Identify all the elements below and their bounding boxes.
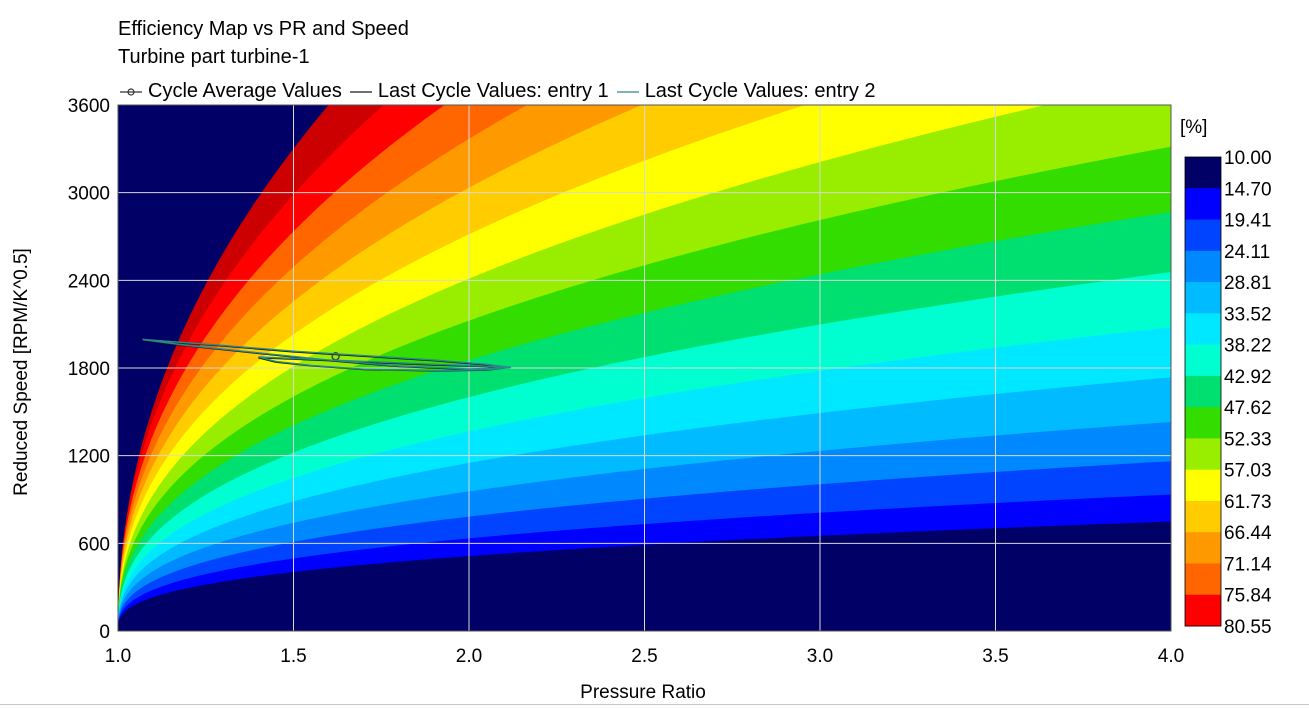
- colorbar-level-0: 10.00: [1224, 148, 1272, 169]
- legend-label-entry-1: Last Cycle Values: entry 1: [377, 80, 609, 102]
- colorbar-level-11: 61.73: [1224, 492, 1272, 513]
- x-tick-label-3: 2.5: [631, 646, 657, 667]
- y-tick-label-4: 2400: [68, 271, 110, 292]
- colorbar-segment-3: [1185, 250, 1221, 283]
- y-tick-label-1: 600: [78, 534, 110, 555]
- legend-swatch-entry-1: [349, 90, 372, 93]
- x-tick-label-6: 4.0: [1158, 646, 1184, 667]
- legend-label-cycle-average: Cycle Average Values: [148, 80, 342, 102]
- colorbar-level-4: 28.81: [1224, 273, 1272, 294]
- plot-frame: [117, 104, 1172, 632]
- legend-item-entry-2[interactable]: Last Cycle Values: entry 2: [615, 80, 876, 103]
- chart-title: Efficiency Map vs PR and Speed: [118, 18, 409, 40]
- series-layer: [142, 338, 512, 372]
- colorbar-segment-12: [1185, 532, 1221, 564]
- colorbar-level-6: 38.22: [1224, 336, 1272, 357]
- colorbar-level-15: 80.55: [1224, 617, 1272, 638]
- x-axis-label: Pressure Ratio: [580, 682, 706, 703]
- colorbar-segment-10: [1185, 469, 1221, 502]
- legend: Cycle Average Values Last Cycle Values: …: [118, 80, 876, 103]
- colorbar-segment-9: [1185, 438, 1221, 471]
- y-tick-label-6: 3600: [68, 96, 110, 117]
- x-tick-label-5: 3.5: [982, 646, 1008, 667]
- colorbar-segment-13: [1185, 563, 1221, 596]
- x-tick-label-0: 1.0: [105, 646, 131, 667]
- legend-swatch-cycle-average: [120, 87, 142, 96]
- colorbar-level-9: 52.33: [1224, 429, 1272, 450]
- colorbar-segment-7: [1185, 375, 1221, 408]
- legend-swatch-entry-2: [616, 90, 639, 93]
- chart-subtitle: Turbine part turbine-1: [118, 46, 310, 68]
- colorbar-level-13: 71.14: [1224, 554, 1272, 575]
- colorbar-segment-2: [1185, 219, 1221, 252]
- colorbar-level-5: 33.52: [1224, 304, 1272, 325]
- legend-item-entry-1[interactable]: Last Cycle Values: entry 1: [348, 80, 609, 103]
- series-line-2: [142, 338, 512, 372]
- invalid-zone: [118, 105, 329, 631]
- y-tick-label-5: 3000: [68, 184, 110, 205]
- colorbar-level-8: 47.62: [1224, 398, 1272, 419]
- colorbar-level-7: 42.92: [1224, 367, 1272, 388]
- colorbar-unit-label: [%]: [1180, 117, 1208, 138]
- bottom-divider: [0, 704, 1309, 705]
- y-tick-labels: 0 600 1200 1800 2400 3000 3600: [68, 96, 110, 643]
- y-tick-label-0: 0: [99, 622, 110, 643]
- y-tick-label-3: 1800: [68, 359, 110, 380]
- legend-label-entry-2: Last Cycle Values: entry 2: [644, 80, 876, 102]
- legend-item-cycle-average[interactable]: Cycle Average Values: [118, 80, 342, 103]
- colorbar-segment-11: [1185, 500, 1221, 533]
- y-axis-label: Reduced Speed [RPM/K^0.5]: [11, 248, 32, 496]
- x-tick-label-4: 3.0: [807, 646, 833, 667]
- colorbar-segment-5: [1185, 313, 1221, 346]
- x-tick-labels: 1.0 1.5 2.0 2.5 3.0 3.5 4.0: [105, 646, 1184, 667]
- colorbar-level-10: 57.03: [1224, 461, 1272, 482]
- colorbar: 10.00 14.70 19.41 24.11 28.81 33.52 38.22 42.92…: [1184, 148, 1272, 638]
- colorbar-segment-0: [1185, 157, 1221, 189]
- colorbar-segment-1: [1185, 188, 1221, 221]
- x-tick-label-2: 2.0: [456, 646, 482, 667]
- colorbar-level-12: 66.44: [1224, 523, 1272, 544]
- colorbar-level-3: 24.11: [1224, 242, 1270, 263]
- colorbar-frame: [1184, 156, 1222, 627]
- colorbar-level-2: 19.41: [1224, 211, 1272, 232]
- colorbar-segment-4: [1185, 282, 1221, 314]
- x-tick-label-1: 1.5: [280, 646, 306, 667]
- colorbar-level-1: 14.70: [1224, 179, 1272, 200]
- colorbar-segment-14: [1185, 594, 1221, 627]
- y-tick-label-2: 1200: [68, 447, 110, 468]
- colorbar-segment-6: [1185, 344, 1221, 377]
- colorbar-level-14: 75.84: [1224, 586, 1272, 607]
- colorbar-segment-8: [1185, 407, 1221, 439]
